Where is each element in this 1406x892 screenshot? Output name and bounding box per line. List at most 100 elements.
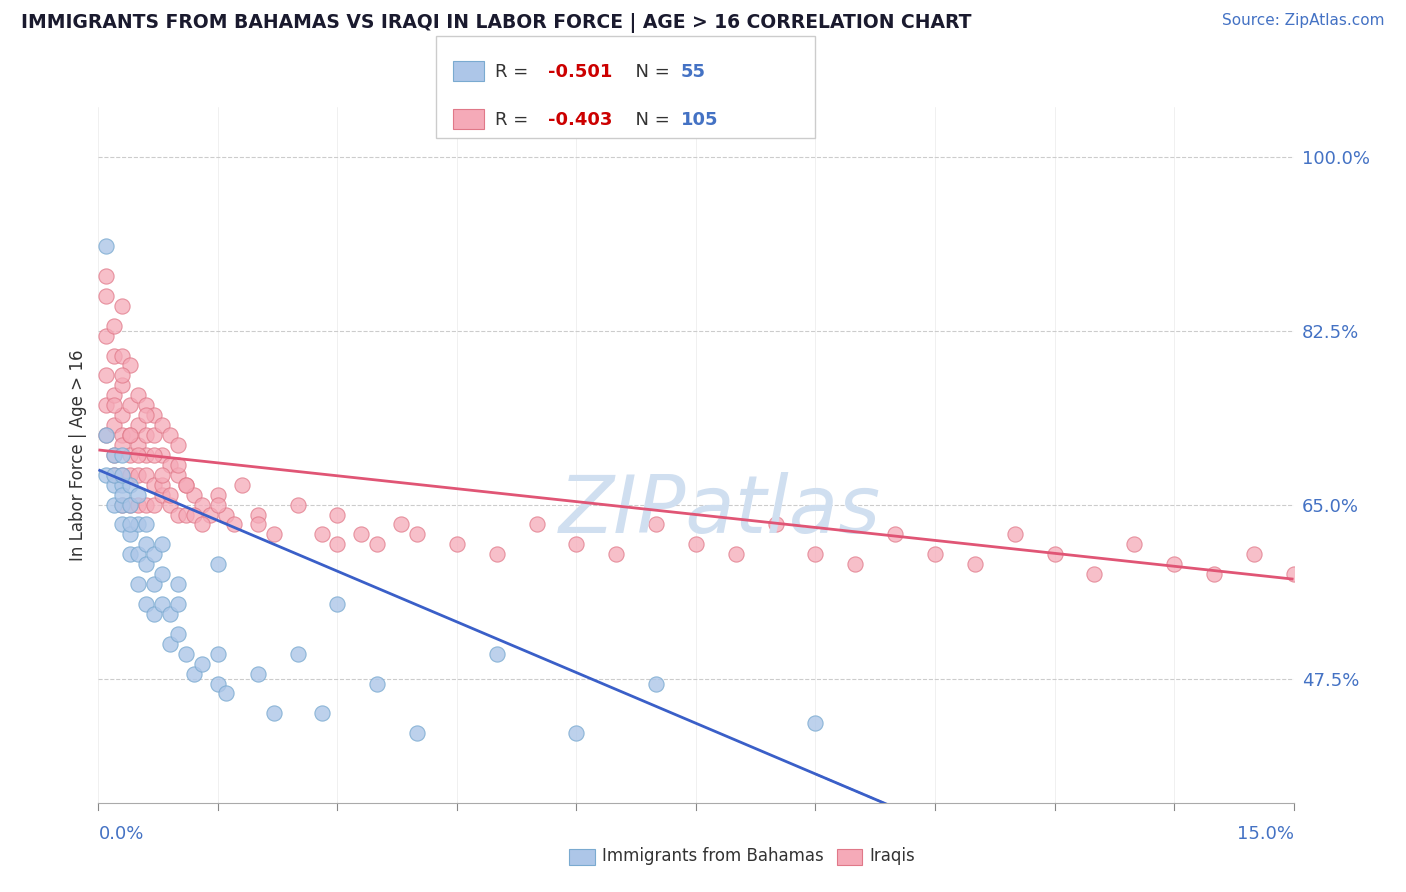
Point <box>120 517 142 532</box>
Point <box>167 577 190 591</box>
Point <box>111 378 134 392</box>
Point <box>159 458 181 472</box>
Point <box>150 448 173 462</box>
Point <box>150 567 173 582</box>
Text: ZIPatlas: ZIPatlas <box>558 472 882 549</box>
Point <box>159 607 181 621</box>
Point <box>96 428 118 442</box>
Point <box>326 597 349 611</box>
Point <box>111 498 134 512</box>
Point <box>96 467 118 482</box>
Point <box>804 716 827 731</box>
Point <box>804 547 827 561</box>
Point <box>207 676 229 690</box>
Point <box>143 477 166 491</box>
Y-axis label: In Labor Force | Age > 16: In Labor Force | Age > 16 <box>69 349 87 561</box>
Point <box>127 498 149 512</box>
Point <box>326 537 349 551</box>
Point <box>263 706 285 721</box>
Text: IMMIGRANTS FROM BAHAMAS VS IRAQI IN LABOR FORCE | AGE > 16 CORRELATION CHART: IMMIGRANTS FROM BAHAMAS VS IRAQI IN LABO… <box>21 13 972 33</box>
Point <box>167 508 190 522</box>
Point <box>103 398 125 412</box>
Point <box>167 438 190 452</box>
Point <box>924 547 946 561</box>
Point <box>159 488 181 502</box>
Point <box>120 498 142 512</box>
Point <box>103 388 125 402</box>
Point <box>135 448 157 462</box>
Point <box>183 488 205 502</box>
Text: 15.0%: 15.0% <box>1236 825 1294 843</box>
Point <box>127 448 149 462</box>
Text: N =: N = <box>624 62 676 80</box>
Point <box>645 676 668 690</box>
Point <box>135 467 157 482</box>
Point <box>135 558 157 572</box>
Point <box>111 498 134 512</box>
Point <box>174 647 197 661</box>
Point <box>167 458 190 472</box>
Point <box>366 676 388 690</box>
Point <box>605 547 627 561</box>
Point <box>135 408 157 422</box>
Point <box>127 488 149 502</box>
Point <box>120 428 142 442</box>
Point <box>207 647 229 661</box>
Point <box>96 239 118 253</box>
Point <box>222 517 245 532</box>
Point <box>406 726 429 740</box>
Point <box>159 498 181 512</box>
Text: Iraqis: Iraqis <box>869 847 915 865</box>
Point <box>120 428 142 442</box>
Point <box>111 368 134 383</box>
Text: -0.403: -0.403 <box>548 111 613 128</box>
Point <box>366 537 388 551</box>
Point <box>231 477 253 491</box>
Point <box>150 537 173 551</box>
Point <box>127 517 149 532</box>
Point <box>103 318 125 333</box>
Point <box>120 467 142 482</box>
Point <box>127 388 149 402</box>
Point <box>1123 537 1146 551</box>
Point <box>263 527 285 541</box>
Point <box>103 467 125 482</box>
Point <box>150 597 173 611</box>
Point <box>174 477 197 491</box>
Point <box>120 477 142 491</box>
Point <box>111 517 134 532</box>
Point <box>120 359 142 373</box>
Point <box>103 467 125 482</box>
Point <box>406 527 429 541</box>
Text: Source: ZipAtlas.com: Source: ZipAtlas.com <box>1222 13 1385 29</box>
Point <box>159 428 181 442</box>
Text: R =: R = <box>495 111 534 128</box>
Point <box>174 508 197 522</box>
Text: Immigrants from Bahamas: Immigrants from Bahamas <box>602 847 824 865</box>
Text: 0.0%: 0.0% <box>98 825 143 843</box>
Point <box>103 418 125 433</box>
Text: -0.501: -0.501 <box>548 62 613 80</box>
Point <box>191 517 214 532</box>
Text: N =: N = <box>624 111 676 128</box>
Point <box>150 467 173 482</box>
Point <box>167 467 190 482</box>
Point <box>96 428 118 442</box>
Point <box>765 517 787 532</box>
Point <box>150 418 173 433</box>
Point <box>135 428 157 442</box>
Point <box>150 477 173 491</box>
Point <box>844 558 866 572</box>
Point <box>120 448 142 462</box>
Point <box>103 477 125 491</box>
Text: 55: 55 <box>681 62 706 80</box>
Point <box>565 726 588 740</box>
Point <box>685 537 707 551</box>
Point <box>1004 527 1026 541</box>
Point <box>1282 567 1305 582</box>
Point <box>884 527 907 541</box>
Point <box>135 498 157 512</box>
Point <box>127 547 149 561</box>
Point <box>389 517 412 532</box>
Point <box>103 498 125 512</box>
